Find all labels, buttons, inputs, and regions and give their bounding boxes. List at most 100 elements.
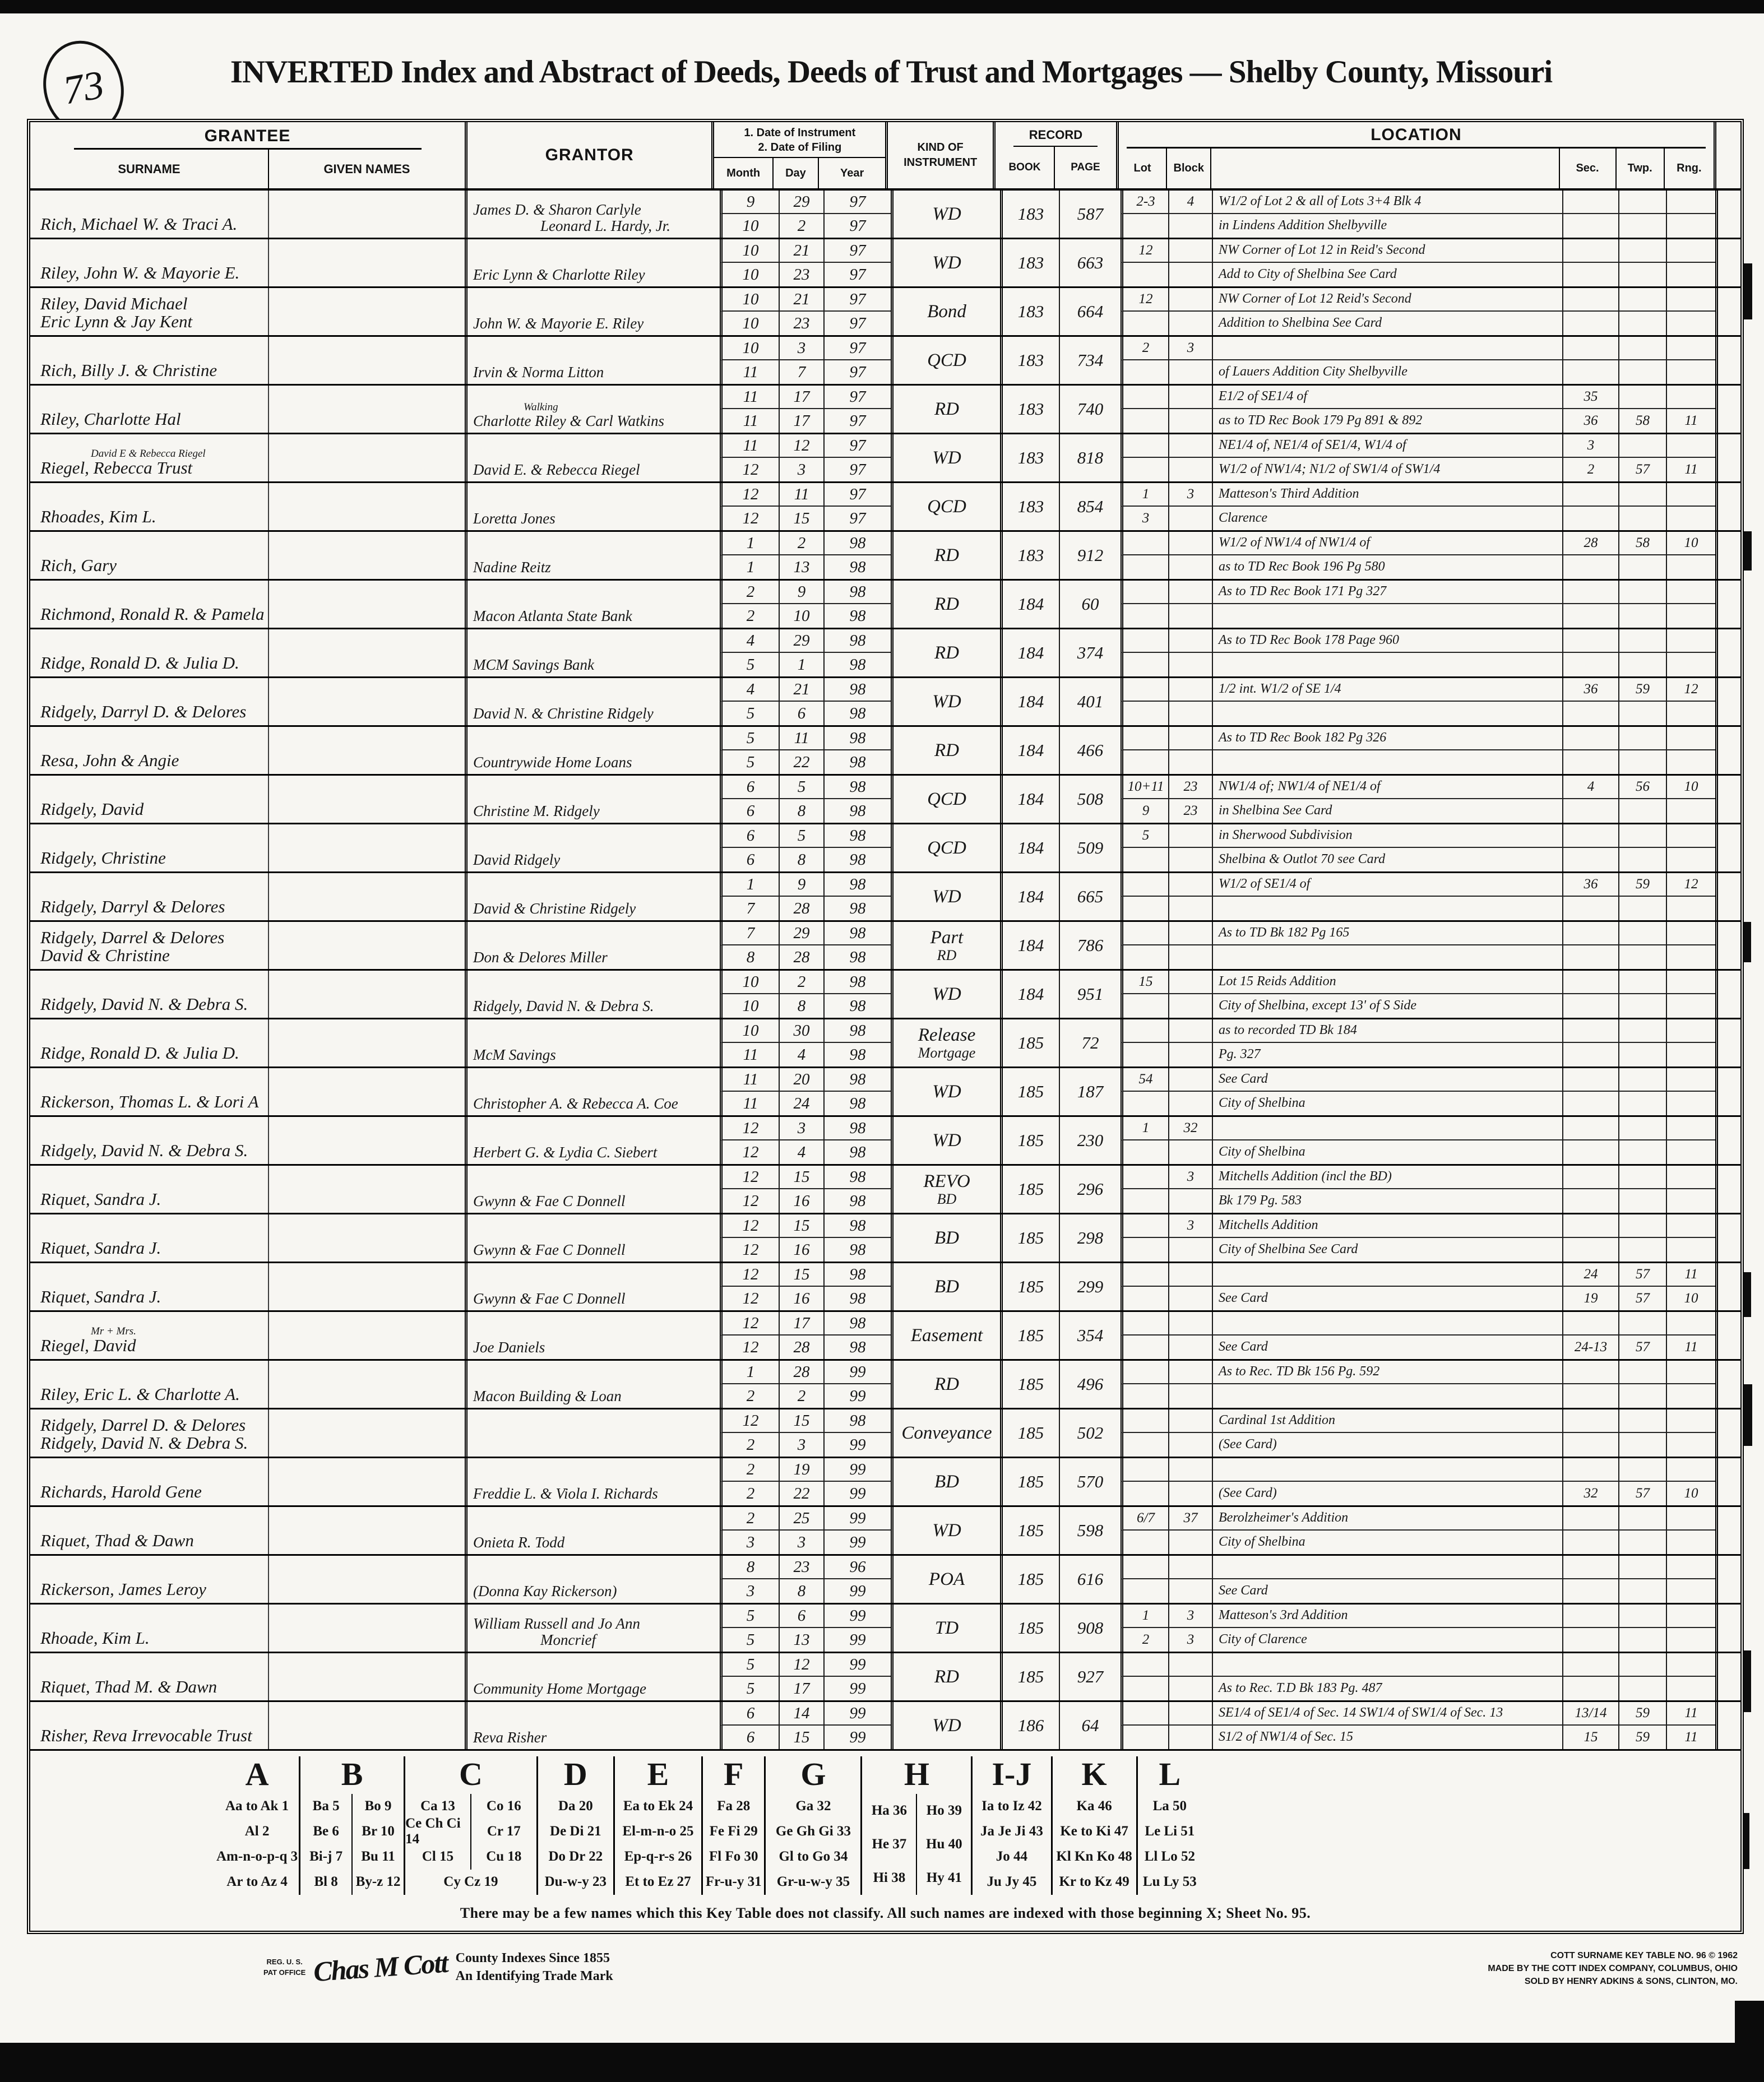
key-table-row: Ca 13 Co 16 <box>405 1793 536 1819</box>
record-book: 185 <box>1000 1214 1059 1262</box>
location-sec: 32 <box>1562 1482 1618 1505</box>
instrument-kind-cell: WD <box>891 971 1000 1018</box>
filing-year: 99 <box>823 1433 891 1457</box>
location-block <box>1168 897 1212 920</box>
location-rng: 10 <box>1666 532 1715 555</box>
filing-month: 10 <box>720 312 779 335</box>
grantee-cell: Richmond, Ronald R. & Pamela <box>30 581 465 628</box>
key-table-cell: Bi-j 7 <box>309 1849 343 1865</box>
grantor-name: David E. & Rebecca Riegel <box>473 461 640 478</box>
grantor-name: Ridgely, David N. & Debra S. <box>473 997 654 1014</box>
margin-cell <box>1715 581 1740 628</box>
location-description: City of Clarence <box>1212 1628 1562 1652</box>
key-table-row: Fl Fo 30 <box>703 1844 764 1870</box>
instrument-day: 3 <box>779 1117 823 1140</box>
reg-line1: REG. U. S. <box>266 1957 303 1966</box>
key-table-column: A Aa to Ak 1 Al 2 Am-n-o-p-q 3 Ar to Az 4 <box>215 1756 299 1895</box>
filing-day: 23 <box>779 312 823 335</box>
record-page: 951 <box>1059 971 1121 1018</box>
record-book: 184 <box>1000 678 1059 725</box>
instrument-kind-cell: WD <box>891 1507 1000 1554</box>
record-page: 60 <box>1059 581 1121 628</box>
filing-month: 12 <box>720 1238 779 1262</box>
location-block <box>1168 1092 1212 1115</box>
publisher-line1: COTT SURNAME KEY TABLE NO. 96 © 1962 <box>1550 1951 1738 1960</box>
location-description: As to TD Rec Book 182 Pg 326 <box>1212 727 1562 750</box>
location-rng: 11 <box>1666 1336 1715 1359</box>
header-kind-line1: KIND OF <box>917 141 964 154</box>
key-table-note: There may be a few names which this Key … <box>460 1904 1311 1921</box>
grantee-cell: Ridgely, Christine <box>30 824 465 871</box>
location-description: Bk 179 Pg. 583 <box>1212 1189 1562 1213</box>
location-lot: 10+11 <box>1121 776 1168 799</box>
location-sec <box>1562 239 1618 263</box>
grantor-cell: Don & Delores Miller <box>465 922 720 969</box>
ledger-row: Mr + Mrs. Riegel, David Joe Daniels 12 17 98 1… <box>30 1312 1740 1361</box>
instrument-day: 15 <box>779 1409 823 1433</box>
table-header: GRANTEE SURNAME GIVEN NAMES GRANTOR 1. D… <box>30 122 1740 191</box>
location-description <box>1212 1458 1562 1482</box>
location-description: S1/2 of NW1/4 of Sec. 15 <box>1212 1726 1562 1749</box>
grantor-name: Onieta R. Todd <box>473 1533 565 1551</box>
kind-text: Easement <box>910 1325 983 1346</box>
header-location-group: LOCATION Lot Block Sec. Twp. Rng. <box>1115 122 1714 188</box>
key-table-cell: Ka 46 <box>1076 1798 1112 1814</box>
location-twp <box>1618 263 1666 286</box>
grantee-name: Ridgely, David N. & Debra S. <box>40 994 248 1014</box>
location-twp <box>1618 1433 1666 1457</box>
grantee-cell: Rhoades, Kim L. <box>30 483 465 530</box>
location-block <box>1168 1312 1212 1336</box>
filing-day: 22 <box>779 1482 823 1505</box>
grantor-cell: Countrywide Home Loans <box>465 727 720 774</box>
grantor-cell: Nadine Reitz <box>465 532 720 579</box>
location-lot <box>1121 1214 1168 1238</box>
margin-cell <box>1715 1409 1740 1457</box>
grantee-name: Riegel, Rebecca Trust <box>40 458 193 478</box>
margin-cell <box>1715 239 1740 286</box>
location-lot <box>1121 214 1168 238</box>
key-table-cell: Am-n-o-p-q 3 <box>216 1849 298 1865</box>
location-block: 4 <box>1168 191 1212 214</box>
grantee-cell: Rich, Billy J. & Christine <box>30 337 465 384</box>
location-lot <box>1121 994 1168 1018</box>
grantor-name: James D. & Sharon Carlyle <box>473 201 641 219</box>
instrument-month: 8 <box>720 1556 779 1579</box>
grantor-name-2: Moncrief <box>540 1631 596 1648</box>
location-rng <box>1666 1507 1715 1531</box>
instrument-year: 99 <box>823 1702 891 1726</box>
ledger-row: Resa, John & Angie Countrywide Home Loans… <box>30 727 1740 776</box>
filing-day: 4 <box>779 1043 823 1066</box>
location-description: W1/2 of NW1/4 of NW1/4 of <box>1212 532 1562 555</box>
location-rng <box>1666 1628 1715 1652</box>
grantee-cell: Rickerson, James Leroy <box>30 1556 465 1603</box>
location-description: NW1/4 of; NW1/4 of NE1/4 of <box>1212 776 1562 799</box>
record-book: 185 <box>1000 1117 1059 1164</box>
instrument-year: 98 <box>823 776 891 799</box>
location-description: City of Shelbina <box>1212 1531 1562 1554</box>
location-lot <box>1121 1531 1168 1554</box>
location-rng <box>1666 288 1715 312</box>
filing-day: 8 <box>779 994 823 1018</box>
location-rng <box>1666 1384 1715 1408</box>
instrument-month: 1 <box>720 532 779 555</box>
grantor-cell: McM Savings <box>465 1019 720 1066</box>
grantor-cell: Herbert G. & Lydia C. Siebert <box>465 1117 720 1164</box>
record-page: 401 <box>1059 678 1121 725</box>
location-lot: 1 <box>1121 1605 1168 1628</box>
location-rng <box>1666 360 1715 384</box>
grantor-name: William Russell and Jo Ann <box>473 1615 640 1633</box>
grantor-name: David & Christine Ridgely <box>473 899 636 917</box>
location-rng: 10 <box>1666 776 1715 799</box>
header-grantee-group: GRANTEE SURNAME GIVEN NAMES <box>30 122 465 188</box>
publisher-block: COTT SURNAME KEY TABLE NO. 96 © 1962 MAD… <box>1379 1949 1738 1988</box>
margin-cell <box>1715 1361 1740 1408</box>
header-date-group: 1. Date of Instrument 2. Date of Filing … <box>711 122 886 188</box>
location-rng: 10 <box>1666 1482 1715 1505</box>
record-book: 183 <box>1000 434 1059 481</box>
key-table-row: Le Li 51 <box>1138 1819 1202 1844</box>
instrument-month: 11 <box>720 434 779 458</box>
location-block: 3 <box>1168 1628 1212 1652</box>
margin-cell <box>1715 1263 1740 1310</box>
key-table-cell: Cr 17 <box>470 1819 536 1844</box>
location-twp <box>1618 1068 1666 1092</box>
